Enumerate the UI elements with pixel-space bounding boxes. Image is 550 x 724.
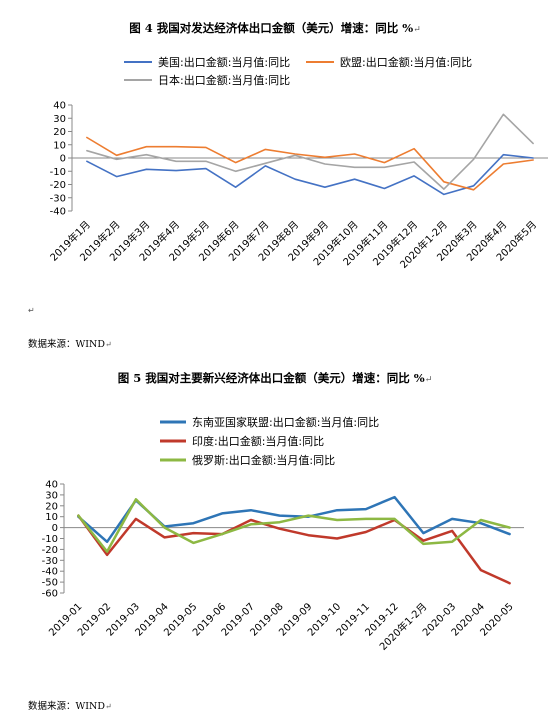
chart1-y-tick-label-5: 0 (60, 154, 66, 165)
chart2-legend-label-3: 俄罗斯:出口金额:当月值:同比 (192, 453, 335, 467)
chart1-legend-label-1: 美国:出口金额:当月值:同比 (158, 55, 290, 69)
chart2-y-tick-label-1: 40 (45, 480, 58, 491)
chart2-title: 图 5 我国对主要新兴经济体出口金额（美元）增速：同比 %↵ (117, 371, 433, 385)
chart1-source: 数据来源：WIND↵ (28, 339, 112, 350)
chart1-y-tick-label-2: 30 (53, 114, 66, 125)
chart1-legend-label-2: 欧盟:出口金额:当月值:同比 (340, 55, 472, 69)
chart2-y-tick-label-9: -40 (42, 567, 58, 578)
paragraph-mark: ↵ (28, 306, 35, 315)
chart2-legend-label-1: 东南亚国家联盟:出口金额:当月值:同比 (192, 415, 379, 429)
chart1-y-tick-label-1: 40 (53, 101, 66, 112)
chart2-x-tick-label-13: 2020年1-2月 (377, 600, 430, 653)
chart2-source: 数据来源：WIND↵ (28, 701, 112, 712)
chart1-y-tick-label-9: -40 (50, 207, 66, 218)
chart1-y-tick-label-7: -20 (50, 180, 66, 191)
chart1-legend-label-3: 日本:出口金额:当月值:同比 (158, 73, 290, 87)
chart2-y-tick-label-2: 30 (45, 490, 58, 501)
chart2-y-tick-label-10: -50 (42, 578, 58, 589)
chart2-series-line-3 (77, 498, 511, 553)
chart2-y-tick-label-11: -60 (42, 589, 58, 600)
chart2-legend-label-2: 印度:出口金额:当月值:同比 (192, 434, 324, 448)
chart1-series-line-3 (86, 113, 534, 190)
chart2-y-tick-label-7: -20 (42, 545, 58, 556)
chart1-title: 图 4 我国对发达经济体出口金额（美元）增速：同比 %↵ (129, 21, 421, 35)
chart1-series-line-2 (86, 136, 534, 191)
chart1-svg: 美国:出口金额:当月值:同比 欧盟:出口金额:当月值:同比日本:出口金额:当月值:… (47, 55, 548, 271)
chart2-y-tick-label-5: 0 (52, 523, 58, 534)
chart2-y-tick-label-4: 10 (45, 512, 58, 523)
chart1-y-tick-label-6: -10 (50, 167, 66, 178)
chart2-y-tick-label-3: 20 (45, 501, 58, 512)
chart1-y-tick-label-8: -30 (50, 193, 66, 204)
chart1-series-line-1 (86, 153, 534, 196)
chart2-series-line-2 (77, 514, 511, 585)
chart1-y-tick-label-4: 10 (53, 140, 66, 151)
chart1-y-tick-label-3: 20 (53, 127, 66, 138)
chart2-y-tick-label-6: -10 (42, 534, 58, 545)
chart2-y-tick-label-8: -30 (42, 556, 58, 567)
chart2-svg: 东南亚国家联盟:出口金额:当月值:同比印度:出口金额:当月值:同比俄罗斯:出口金… (42, 415, 524, 653)
